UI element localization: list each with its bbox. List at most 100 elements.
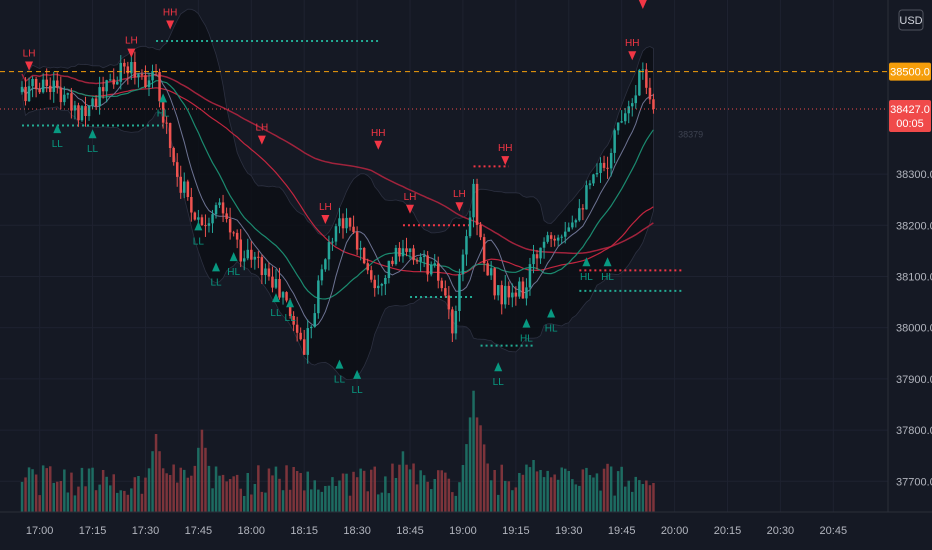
candle xyxy=(500,280,503,315)
candle xyxy=(444,280,447,298)
volume-bar xyxy=(433,479,436,512)
signal-label: LH xyxy=(404,192,417,203)
candle xyxy=(430,261,433,277)
volume-bar xyxy=(511,490,514,512)
volume-bar xyxy=(176,482,179,512)
candle-body xyxy=(641,69,645,71)
candle-body xyxy=(482,237,486,264)
volume-bar xyxy=(144,477,147,512)
candle-body xyxy=(475,183,479,225)
candle xyxy=(324,258,327,272)
candle-body xyxy=(101,87,105,92)
candle-body xyxy=(243,258,246,262)
candle xyxy=(34,76,38,98)
candle-body xyxy=(228,219,232,233)
candle-body xyxy=(398,247,401,257)
time-axis[interactable]: 17:00 17:15 17:30 17:45 18:00 18:15 18:30 18:45… xyxy=(26,525,847,537)
candle-body xyxy=(144,75,147,88)
candle xyxy=(271,266,274,293)
candle-body xyxy=(472,183,475,218)
volume-bar xyxy=(260,491,264,512)
signal-label: LL xyxy=(270,308,282,319)
signal-label: HL xyxy=(545,323,558,334)
currency-badge[interactable]: USD xyxy=(898,9,924,31)
signal-down-arrow-icon xyxy=(638,0,647,9)
volume-bar xyxy=(616,471,620,512)
volume-bar xyxy=(574,484,578,512)
candle xyxy=(458,268,461,322)
candle xyxy=(574,218,578,228)
candle xyxy=(38,82,41,95)
volume-bar xyxy=(246,473,249,512)
volume-bar xyxy=(303,490,306,512)
signal-marker: HL xyxy=(157,93,170,119)
volume-bar xyxy=(228,479,232,512)
candle xyxy=(641,62,645,80)
candle xyxy=(627,100,630,124)
volume-bar xyxy=(634,476,637,512)
volume-bar xyxy=(154,434,158,512)
volume-bar xyxy=(542,477,546,512)
candle xyxy=(123,58,126,74)
candle xyxy=(391,256,394,267)
candle-body xyxy=(592,174,595,184)
candle xyxy=(176,153,179,187)
volume-bar xyxy=(165,473,168,512)
candle-body xyxy=(281,292,285,298)
candle xyxy=(451,306,454,342)
volume-bar xyxy=(271,475,274,512)
volume-bar xyxy=(401,451,405,512)
candle-body xyxy=(327,242,331,260)
price-badge-text: 38427.0 xyxy=(890,104,930,116)
candle-body xyxy=(303,339,306,355)
candle xyxy=(638,68,641,96)
volume-bar xyxy=(200,429,204,512)
volume-bar xyxy=(77,486,80,512)
candle-body xyxy=(193,212,197,220)
candle-body xyxy=(324,259,327,270)
candle-body xyxy=(634,95,637,104)
volume-bar xyxy=(285,465,288,512)
volume-bar xyxy=(250,494,253,512)
candle xyxy=(384,275,387,296)
candle xyxy=(310,325,313,339)
signal-marker: LL xyxy=(285,298,296,324)
candle-body xyxy=(500,285,503,305)
volume-bar xyxy=(27,467,31,512)
volume-bar xyxy=(31,469,34,512)
volume-bar xyxy=(147,468,151,512)
time-tick-label: 20:00 xyxy=(661,525,689,537)
volume-bar xyxy=(63,469,66,512)
volume-bar xyxy=(52,482,55,512)
volume-bar xyxy=(437,470,440,512)
candle xyxy=(373,275,376,297)
signal-label: HL xyxy=(157,108,170,119)
volume-bar xyxy=(126,494,130,512)
volume-bar xyxy=(264,492,267,512)
candle xyxy=(218,198,221,209)
candle xyxy=(327,235,331,271)
candle-body xyxy=(546,235,549,242)
candle-body xyxy=(137,74,140,78)
volume-bar xyxy=(295,471,299,512)
price-axis[interactable]: 37700.0 37800.0 37900.0 38000.0 38100.0 38200… xyxy=(896,169,932,488)
candle xyxy=(45,68,48,93)
candle xyxy=(440,277,443,292)
candle xyxy=(479,221,482,241)
volume-bar xyxy=(190,475,193,512)
volume-bar xyxy=(581,469,585,512)
candle xyxy=(179,165,182,199)
candle-body xyxy=(606,167,609,169)
volume-bar xyxy=(218,475,221,512)
volume-bar xyxy=(211,488,214,512)
volume-bar xyxy=(504,480,507,512)
volume-bar xyxy=(518,473,521,512)
candle-body xyxy=(461,254,465,275)
price-tick-label: 38300.0 xyxy=(896,169,932,181)
candle xyxy=(482,233,486,272)
candle xyxy=(507,281,511,305)
signal-up-arrow-icon xyxy=(582,257,591,267)
volume-bar xyxy=(384,476,387,512)
volume-bar xyxy=(109,485,112,512)
